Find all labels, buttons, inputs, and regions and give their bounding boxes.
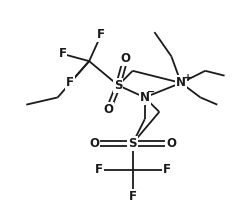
Text: −: −: [147, 87, 155, 97]
Text: N: N: [176, 76, 186, 89]
Text: +: +: [184, 72, 192, 83]
Text: O: O: [121, 52, 130, 65]
Text: F: F: [129, 190, 137, 203]
Text: F: F: [95, 163, 103, 177]
Text: S: S: [128, 137, 137, 150]
Text: F: F: [97, 28, 105, 41]
Text: F: F: [163, 163, 170, 177]
Text: F: F: [59, 47, 67, 60]
Text: O: O: [166, 137, 176, 150]
Text: F: F: [66, 76, 74, 89]
Text: O: O: [89, 137, 99, 150]
Text: N: N: [140, 91, 150, 104]
Text: O: O: [104, 103, 113, 116]
Text: S: S: [114, 79, 123, 92]
